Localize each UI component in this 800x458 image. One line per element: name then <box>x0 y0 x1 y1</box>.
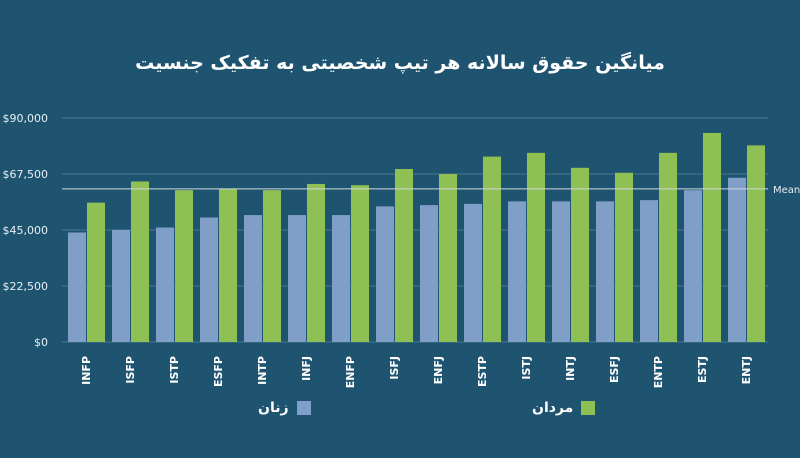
bar-men-infj <box>307 183 325 342</box>
bar-women-isfj <box>376 206 394 342</box>
bar-women-istp <box>156 227 174 342</box>
y-tick-label: $0 <box>34 336 48 349</box>
bar-women-entp <box>640 200 658 342</box>
bar-men-istj <box>527 152 545 342</box>
chart-title: میانگین حقوق سالانه هر تیپ شخصیتی به تفک… <box>135 52 665 74</box>
y-tick-label: $67,500 <box>3 168 49 181</box>
legend-label-men: مردان <box>532 400 574 416</box>
bar-men-infp <box>87 202 105 342</box>
bar-women-isfp <box>112 230 130 342</box>
bar-women-esfp <box>200 217 218 342</box>
bar-men-istp <box>175 190 193 342</box>
legend-label-women: زنان <box>258 400 289 416</box>
bar-men-estp <box>483 156 501 342</box>
x-tick-label-istp: ISTP <box>168 356 181 384</box>
bar-men-isfp <box>131 181 149 342</box>
bar-men-isfj <box>395 169 413 342</box>
x-tick-label-estj: ESTJ <box>696 356 709 383</box>
bar-women-entj <box>728 177 746 342</box>
bar-women-intj <box>552 201 570 342</box>
legend-item-men: مردان <box>532 400 596 416</box>
legend-item-women: زنان <box>258 400 311 416</box>
bar-women-estp <box>464 203 482 342</box>
bar-women-intp <box>244 215 262 342</box>
bar-women-infj <box>288 215 306 342</box>
bar-women-enfj <box>420 205 438 342</box>
bar-men-entj <box>747 145 765 342</box>
mean-label: Mean <box>773 185 800 196</box>
legend-swatch-men <box>581 401 596 415</box>
bar-men-esfj <box>615 172 633 342</box>
x-tick-label-esfp: ESFP <box>212 356 225 387</box>
bar-men-estj <box>703 132 721 342</box>
y-tick-label: $90,000 <box>3 112 49 125</box>
bar-men-entp <box>659 152 677 342</box>
x-tick-label-istj: ISTJ <box>520 356 533 380</box>
x-tick-label-entj: ENTJ <box>740 356 753 384</box>
x-tick-label-enfj: ENFJ <box>432 356 445 384</box>
bar-women-infp <box>68 232 86 342</box>
bar-women-esfj <box>596 201 614 342</box>
x-tick-label-infp: INFP <box>80 356 93 385</box>
bar-women-enfp <box>332 215 350 342</box>
x-tick-label-enfp: ENFP <box>344 356 357 388</box>
bar-men-enfp <box>351 185 369 342</box>
x-tick-label-infj: INFJ <box>300 356 313 381</box>
x-tick-label-intp: INTP <box>256 356 269 385</box>
x-tick-label-intj: INTJ <box>564 356 577 381</box>
bar-women-istj <box>508 201 526 342</box>
x-tick-label-estp: ESTP <box>476 356 489 387</box>
bar-men-intj <box>571 167 589 342</box>
bar-men-intp <box>263 190 281 342</box>
y-tick-label: $45,000 <box>3 224 49 237</box>
bar-men-enfj <box>439 174 457 342</box>
x-tick-label-entp: ENTP <box>652 356 665 388</box>
legend-swatch-women <box>296 401 311 415</box>
y-tick-label: $22,500 <box>3 280 49 293</box>
x-tick-label-isfj: ISFJ <box>388 356 401 380</box>
x-tick-label-isfp: ISFP <box>124 356 137 384</box>
x-tick-label-esfj: ESFJ <box>608 356 621 383</box>
bar-women-estj <box>684 190 702 342</box>
bar-men-esfp <box>219 188 237 342</box>
